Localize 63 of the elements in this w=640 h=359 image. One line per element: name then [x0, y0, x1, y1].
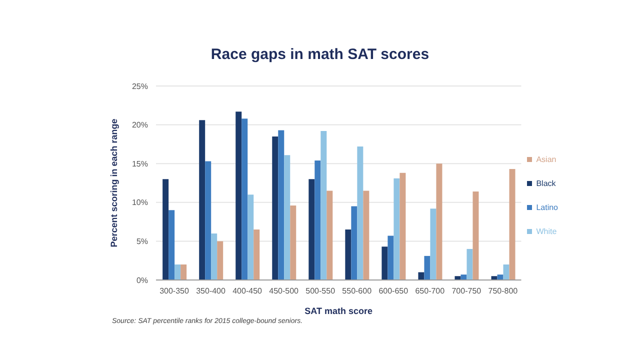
x-tick-label: 400-450	[232, 286, 263, 296]
bar	[211, 233, 218, 280]
bar	[351, 206, 358, 280]
y-tick-label: 25%	[132, 82, 148, 91]
bar	[497, 274, 504, 280]
bar	[314, 160, 321, 280]
legend-label: Asian	[536, 155, 556, 164]
bar	[278, 130, 284, 280]
bar	[472, 192, 479, 280]
bar	[345, 230, 352, 280]
bar	[320, 131, 327, 280]
x-tick-label: 750-800	[488, 286, 518, 296]
x-tick-label: 650-700	[415, 286, 446, 296]
bar	[466, 248, 473, 280]
bar	[242, 118, 248, 280]
bar	[199, 120, 206, 280]
chart-title: Race gaps in math SAT scores	[210, 46, 430, 63]
x-tick-label: 450-500	[269, 286, 300, 296]
bar	[272, 136, 278, 280]
bar	[205, 161, 212, 280]
x-tick-label: 600-650	[378, 286, 409, 296]
bar	[290, 206, 296, 280]
legend-label: Latino	[536, 203, 558, 212]
x-axis-title: SAT math score	[304, 306, 373, 316]
y-tick-label: 0%	[136, 276, 148, 285]
bar	[460, 274, 467, 280]
legend-label: Black	[536, 179, 556, 188]
y-tick-label: 15%	[132, 159, 148, 168]
bar	[308, 179, 315, 280]
bar	[326, 190, 333, 280]
bar	[357, 146, 364, 280]
y-tick-label: 5%	[136, 237, 148, 246]
x-tick-label: 700-750	[452, 286, 482, 296]
x-tick-label: 350-400	[196, 286, 226, 296]
y-axis-title: Percent scoring in each range	[109, 118, 120, 248]
bar	[236, 112, 242, 280]
bar	[400, 172, 406, 280]
bar	[363, 190, 370, 280]
x-tick-label: 500-550	[306, 286, 336, 296]
bar	[424, 256, 430, 280]
bar	[217, 241, 224, 280]
bar	[168, 210, 175, 280]
legend-label: White	[536, 227, 557, 236]
bar	[394, 178, 400, 280]
bar	[491, 276, 498, 280]
bar	[454, 276, 461, 280]
y-tick-label: 20%	[132, 120, 148, 130]
bar	[162, 179, 169, 280]
bar	[382, 246, 388, 280]
bar	[418, 272, 424, 280]
bar	[430, 208, 436, 280]
bar	[388, 236, 394, 280]
bar	[248, 194, 254, 280]
y-tick-label: 10%	[132, 198, 148, 208]
bar	[254, 230, 260, 280]
bar	[509, 169, 516, 280]
x-tick-label: 300-350	[160, 286, 190, 296]
bar	[436, 164, 442, 280]
bar	[503, 264, 510, 280]
x-tick-label: 550-600	[342, 286, 372, 296]
bar	[174, 264, 181, 280]
bar	[180, 264, 187, 280]
bar	[284, 155, 290, 280]
